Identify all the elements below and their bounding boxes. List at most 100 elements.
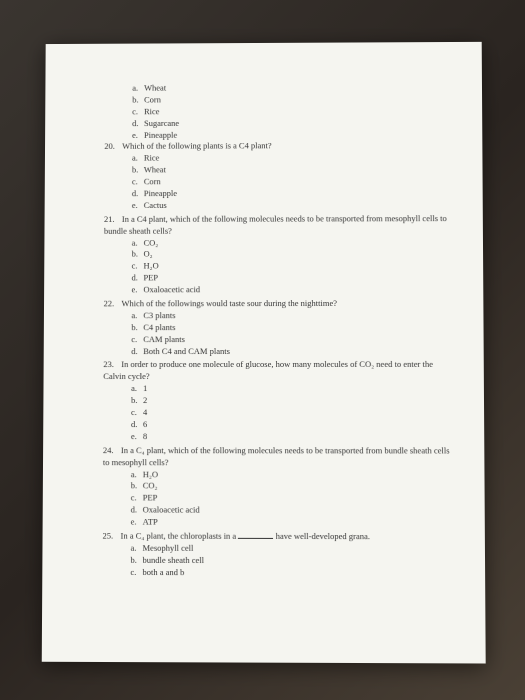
question-number: 24. xyxy=(102,445,120,457)
option-text: PEP xyxy=(143,273,158,283)
option: e.ATP xyxy=(130,517,454,530)
option-text: Oxaloacetic acid xyxy=(143,284,200,294)
option-letter: c. xyxy=(131,334,143,346)
option: a.Mesophyll cell xyxy=(130,543,454,556)
question-number: 21. xyxy=(103,214,121,226)
question-body: Which of the followings would taste sour… xyxy=(121,298,337,308)
option-text: ATP xyxy=(142,517,157,527)
option: d.6 xyxy=(130,419,453,431)
option-letter: a. xyxy=(131,310,143,322)
option: a.1 xyxy=(131,383,454,395)
option-text: CO₂ xyxy=(143,237,158,247)
fill-blank xyxy=(238,531,273,539)
option-letter: c. xyxy=(131,407,143,419)
option: b.Wheat xyxy=(131,164,452,177)
option-text: CAM plants xyxy=(143,334,185,344)
option: e.Cactus xyxy=(131,199,452,212)
worksheet-paper: a.Wheat b.Corn c.Rice d.Sugarcane e.Pine… xyxy=(41,42,485,664)
worksheet-content: a.Wheat b.Corn c.Rice d.Sugarcane e.Pine… xyxy=(102,81,454,579)
option-text: 1 xyxy=(143,383,147,393)
option-letter: a. xyxy=(131,383,143,395)
question-text: 24.In a C₄ plant, which of the following… xyxy=(102,445,453,469)
question-number: 23. xyxy=(103,360,121,372)
option: c.PEP xyxy=(130,493,454,505)
question-24: 24.In a C₄ plant, which of the following… xyxy=(102,445,454,529)
option-letter: d. xyxy=(130,419,142,431)
option-text: Pineapple xyxy=(143,188,176,198)
option: d.PEP xyxy=(131,272,453,284)
option-letter: c. xyxy=(130,493,142,505)
question-body: In order to produce one molecule of gluc… xyxy=(103,359,433,381)
option-letter: e. xyxy=(131,200,143,212)
question-20: 20.Which of the following plants is a C4… xyxy=(104,140,453,212)
option-text: Wheat xyxy=(143,165,165,175)
option-text: C4 plants xyxy=(143,322,175,332)
option-letter: e. xyxy=(132,130,144,142)
option-letter: d. xyxy=(131,346,143,358)
option-text: 8 xyxy=(142,431,146,441)
question-body: In a C₄ plant, which of the following mo… xyxy=(102,445,449,467)
option-letter: e. xyxy=(130,517,142,529)
question-25: 25.In a C₄ plant, the chloroplasts in a … xyxy=(102,530,454,579)
option-letter: b. xyxy=(131,322,143,334)
option-text: Oxaloacetic acid xyxy=(142,505,199,515)
option-letter: d. xyxy=(130,505,142,517)
option: c.H₂O xyxy=(131,260,452,272)
option-text: PEP xyxy=(142,493,157,503)
option: c.both a and b xyxy=(130,567,454,580)
option: d.Both C4 and CAM plants xyxy=(131,345,453,357)
option-letter: a. xyxy=(130,543,142,555)
question-text: 21.In a C4 plant, which of the following… xyxy=(103,213,452,237)
option-text: 2 xyxy=(143,395,147,405)
option-text: O₂ xyxy=(143,249,152,259)
option-letter: c. xyxy=(130,567,142,579)
option-letter: a. xyxy=(132,83,144,95)
question-body: Which of the following plants is a C4 pl… xyxy=(122,141,271,151)
option-text: Corn xyxy=(143,176,160,186)
option-text: Both C4 and CAM plants xyxy=(143,346,230,356)
option-letter: d. xyxy=(131,188,143,200)
option-letter: c. xyxy=(132,106,144,118)
question-number: 20. xyxy=(104,141,122,153)
option-letter: b. xyxy=(131,395,143,407)
option-letter: c. xyxy=(131,176,143,188)
option-letter: e. xyxy=(131,284,143,296)
option-text: Wheat xyxy=(144,83,166,93)
option: b.CO₂ xyxy=(130,481,454,493)
option-text: bundle sheath cell xyxy=(142,555,204,565)
option: a.CO₂ xyxy=(131,237,452,250)
option-letter: e. xyxy=(130,431,142,443)
option: a.C3 plants xyxy=(131,310,453,322)
question-body-before: In a C₄ plant, the chloroplasts in a xyxy=(120,531,238,541)
option: b.C4 plants xyxy=(131,322,453,334)
question-23: 23.In order to produce one molecule of g… xyxy=(102,359,453,443)
question-number: 22. xyxy=(103,298,121,310)
option-letter: a. xyxy=(131,153,143,165)
option-text: H₂O xyxy=(143,261,158,271)
option-text: Mesophyll cell xyxy=(142,543,193,553)
option: e.Oxaloacetic acid xyxy=(131,284,453,296)
question-text: 23.In order to produce one molecule of g… xyxy=(103,359,453,383)
option-text: Sugarcane xyxy=(144,118,179,128)
option-text: 6 xyxy=(142,419,146,429)
option: c.4 xyxy=(131,407,454,419)
question-21: 21.In a C4 plant, which of the following… xyxy=(103,213,453,296)
option-text: both a and b xyxy=(142,567,184,577)
option-text: C3 plants xyxy=(143,310,175,320)
option: e.8 xyxy=(130,431,453,443)
option-text: Cactus xyxy=(143,200,166,210)
option-letter: b. xyxy=(131,249,143,261)
option: b.bundle sheath cell xyxy=(130,555,454,568)
option: a.Rice xyxy=(131,152,451,165)
option-letter: b. xyxy=(131,165,143,177)
option-text: CO₂ xyxy=(142,481,157,491)
option-text: Rice xyxy=(144,106,159,116)
option: b.2 xyxy=(131,395,454,407)
option: b.O₂ xyxy=(131,248,452,260)
option-letter: a. xyxy=(130,469,142,481)
option-letter: b. xyxy=(132,94,144,106)
option: c.CAM plants xyxy=(131,334,453,346)
option: a.H₂O xyxy=(130,469,453,481)
option: d.Oxaloacetic acid xyxy=(130,505,454,518)
option-letter: c. xyxy=(131,261,143,273)
